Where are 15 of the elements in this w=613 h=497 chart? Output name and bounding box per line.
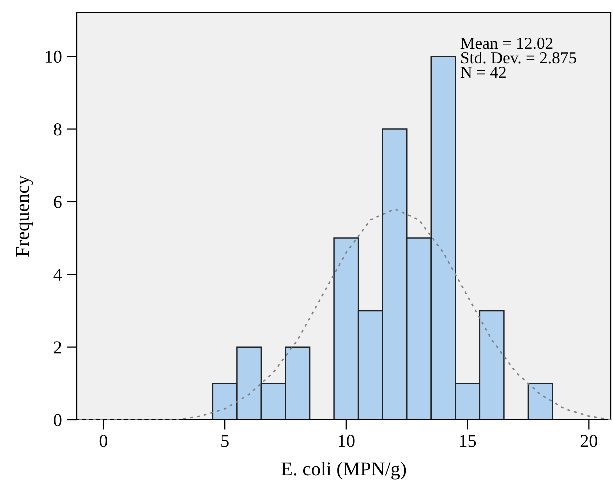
y-axis-title: Frequency — [16, 176, 34, 257]
x-tick-label: 10 — [338, 435, 355, 448]
y-tick-label: 10 — [46, 50, 62, 64]
line-series — [78, 208, 611, 420]
y-tick-label: 6 — [54, 196, 62, 208]
y-tick-label: 0 — [54, 414, 62, 426]
y-tick-label: 4 — [54, 269, 62, 281]
annotation: Mean = 12.02 Std. Dev. = 2.875 N = 42 — [460, 38, 576, 78]
x-tick-label: 5 — [222, 435, 229, 448]
x-axis-title: E. coli (MPN/g) — [282, 462, 406, 480]
y-tick-label: 2 — [54, 342, 62, 354]
x-tick-label: 20 — [580, 435, 598, 448]
x-tick-label: 15 — [460, 435, 476, 448]
x-tick-label: 0 — [100, 435, 108, 448]
y-tick-label: 8 — [54, 124, 62, 136]
